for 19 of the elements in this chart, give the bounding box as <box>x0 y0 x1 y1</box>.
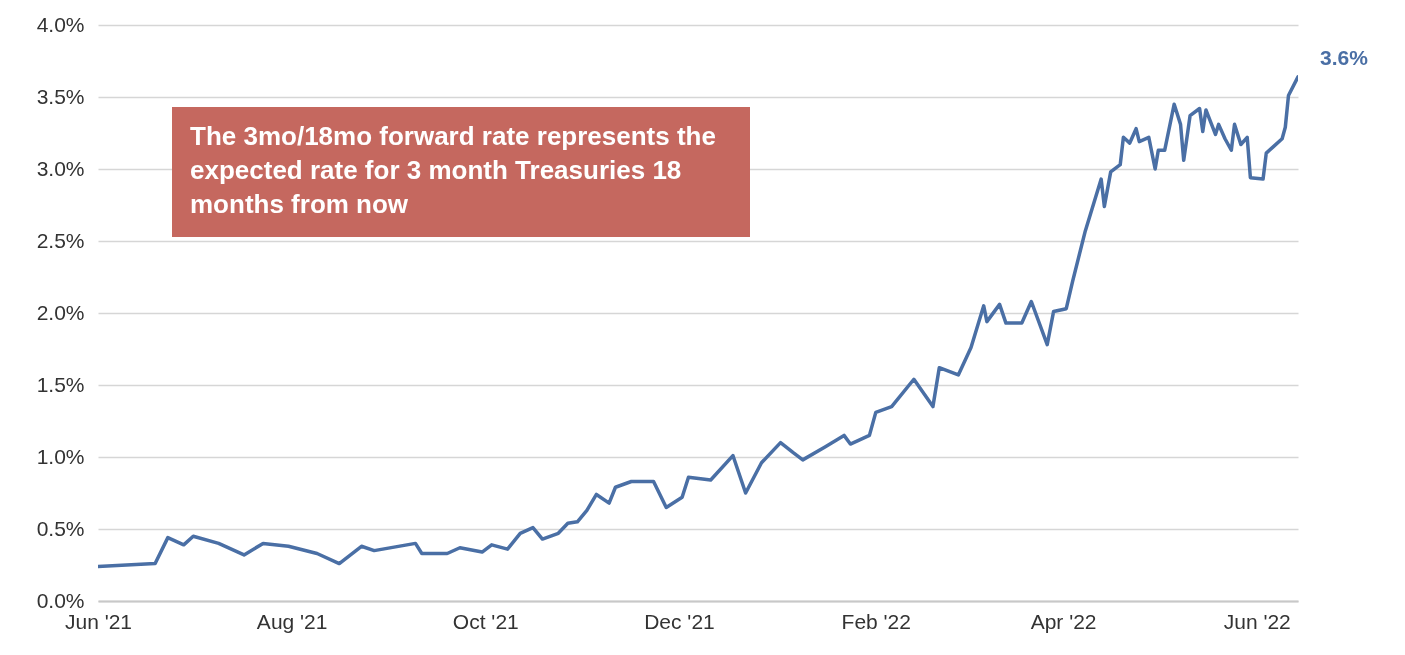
line-series <box>98 75 1298 569</box>
x-tick-label: Oct '21 <box>452 609 519 633</box>
y-tick-label: 4.0% <box>36 12 85 36</box>
y-tick-label: 2.5% <box>36 228 85 252</box>
y-tick-label: 2.0% <box>36 300 85 324</box>
y-tick-label: 3.5% <box>36 84 85 108</box>
x-tick-label: Jun '21 <box>64 609 133 633</box>
x-tick-label: Aug '21 <box>256 609 328 633</box>
x-tick-label: Dec '21 <box>644 609 715 633</box>
y-tick-label: 0.0% <box>36 588 85 612</box>
y-tick-label: 3.0% <box>36 156 85 180</box>
x-tick-label: Jun '22 <box>1223 609 1291 633</box>
annotation: 3.6% <box>1320 45 1369 69</box>
x-tick-label: Feb '22 <box>841 609 911 633</box>
y-tick-label: 0.5% <box>36 516 85 540</box>
y-tick-label: 1.0% <box>36 444 85 468</box>
y-tick-label: 1.5% <box>36 372 85 396</box>
callout-box: The 3mo/18mo forward rate represents the expected rate for 3 month Treasuries 18 months from now <box>172 107 750 237</box>
x-tick-label: Apr '22 <box>1030 609 1097 633</box>
